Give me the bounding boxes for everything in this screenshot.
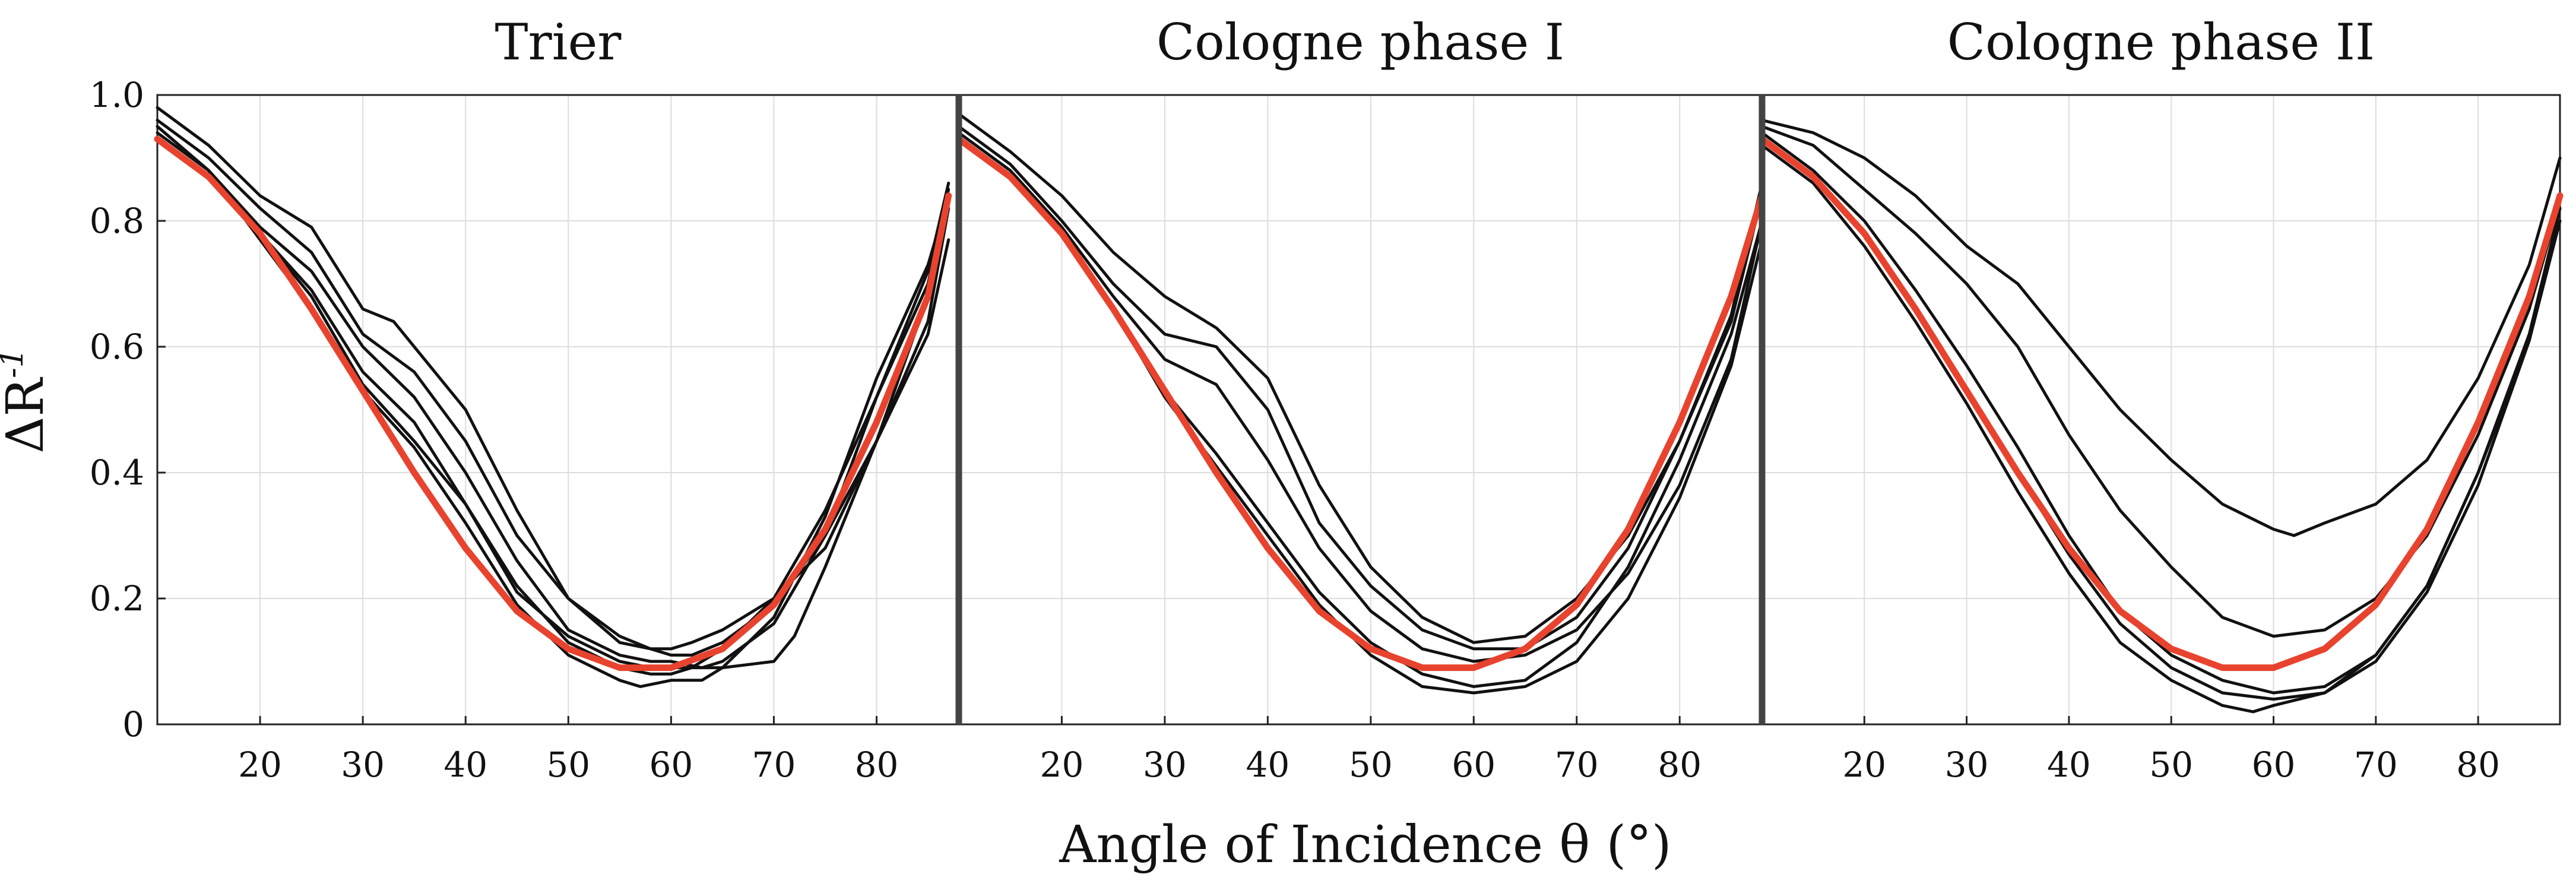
x-tick-label: 40 — [443, 745, 487, 785]
measured-curve-5 — [1760, 144, 2562, 714]
x-tick-label: 30 — [341, 745, 385, 785]
measured-curve-3 — [156, 125, 950, 670]
x-tick-label: 20 — [238, 745, 282, 785]
x-tick-label: 50 — [546, 745, 590, 785]
x-tick-label: 60 — [649, 745, 693, 785]
x-axis-label: Angle of Incidence θ (°) — [1059, 815, 1671, 875]
plot-frame — [958, 94, 1763, 726]
measured-curve-3 — [1760, 131, 2562, 695]
x-tick-label: 30 — [1945, 745, 1989, 785]
measured-curve-1 — [1760, 118, 2562, 537]
measured-curve-1 — [156, 106, 950, 651]
x-tick-label: 20 — [1040, 745, 1084, 785]
measured-curve-2 — [957, 125, 1764, 651]
x-tick-label: 60 — [2252, 745, 2296, 785]
measured-curve-5 — [156, 125, 950, 688]
panel-1: 20 30 40 50 60 70 80 0 0.2 0.4 0.6 0.8 1.0 Trier — [90, 13, 960, 785]
y-tick-label: 0.6 — [90, 327, 144, 367]
measured-curve-5 — [957, 137, 1764, 695]
measured-curve-4 — [156, 131, 950, 676]
x-tick-label: 80 — [855, 745, 899, 785]
chart-panels: 20 30 40 50 60 70 80 0 0.2 0.4 0.6 0.8 1.0 Trier 20 30 4… — [90, 13, 2564, 785]
plot-frame — [1761, 94, 2561, 726]
x-tick-label: 40 — [1246, 745, 1289, 785]
measured-curve-3 — [957, 131, 1764, 663]
y-axis-label: ΔR-1 — [0, 348, 55, 454]
y-tick-label: 0 — [122, 704, 144, 745]
panel-2: 20 30 40 50 60 70 80 Cologne phase I — [955, 13, 1766, 785]
x-tick-label: 80 — [2456, 745, 2500, 785]
x-tick-label: 80 — [1658, 745, 1702, 785]
x-tick-label: 30 — [1143, 745, 1187, 785]
model-curve — [955, 135, 1766, 672]
measured-curve-1 — [957, 112, 1764, 644]
y-axis-label-superscript: -1 — [0, 348, 30, 378]
x-tick-label: 50 — [1349, 745, 1393, 785]
model-curve — [1758, 135, 2564, 672]
y-tick-label: 0.2 — [90, 578, 144, 619]
panel-3: 20 30 40 50 60 70 80 Cologne phase II — [1758, 13, 2564, 785]
x-tick-label: 50 — [2149, 745, 2193, 785]
panel-title: Cologne phase I — [1156, 13, 1564, 71]
y-tick-label: 1.0 — [90, 75, 144, 115]
measured-curve-4 — [1760, 137, 2562, 701]
measured-curve-6 — [156, 137, 950, 670]
panel-title: Cologne phase II — [1947, 13, 2375, 71]
y-axis-label-main: ΔR — [0, 377, 55, 454]
y-tick-label: 0.4 — [90, 452, 144, 493]
measured-curve-2 — [1760, 125, 2562, 638]
model-curve — [154, 135, 952, 672]
panel-title: Trier — [495, 13, 622, 71]
x-tick-label: 70 — [752, 745, 796, 785]
x-tick-label: 20 — [1842, 745, 1886, 785]
x-tick-label: 70 — [1555, 745, 1599, 785]
x-tick-label: 60 — [1452, 745, 1495, 785]
x-tick-label: 70 — [2354, 745, 2398, 785]
x-tick-label: 40 — [2047, 745, 2091, 785]
y-tick-label: 0.8 — [90, 201, 144, 241]
